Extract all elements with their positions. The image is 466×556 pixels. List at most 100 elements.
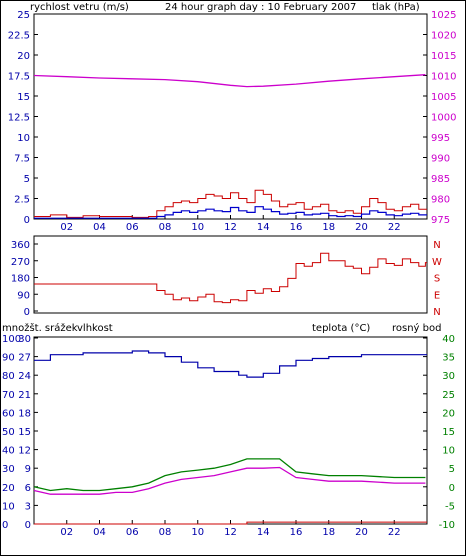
wind-y-tick-label: 22.5 [8, 31, 30, 42]
direction-y-tick-label: 270 [11, 257, 30, 268]
dewpoint-line [33, 466, 426, 495]
humidity-line [34, 350, 427, 378]
temperature-y-tick-label: 35 [442, 353, 455, 364]
humidity-y-tick-label: 90 [2, 353, 15, 364]
pressure-y-tick-label: 1000 [431, 113, 456, 124]
humidity-y-tick-label: 20 [2, 483, 15, 494]
temperature-label: teplota (°C) [312, 323, 370, 334]
compass-e-label: E [434, 290, 440, 301]
panel1-x-label: 04 [93, 222, 106, 233]
precip-y-tick-label: 15 [18, 427, 31, 438]
precip-y-tick-label: 24 [18, 371, 31, 382]
precip-y-tick-label: 0 [25, 520, 31, 531]
temperature-y-tick-label: 20 [442, 408, 455, 419]
wind-avg-line [34, 206, 427, 219]
panel1-x-label: 14 [257, 222, 270, 233]
precip-y-tick-label: 30 [18, 334, 31, 345]
precip-y-tick-label: 27 [18, 353, 31, 364]
precip-y-tick-label: 3 [25, 501, 31, 512]
humidity-y-tick-label: 70 [2, 390, 15, 401]
chart-title: 24 hour graph day : 10 February 2007 [165, 2, 356, 13]
pressure-y-tick-label: 1020 [431, 31, 456, 42]
panel3-x-label: 22 [388, 527, 401, 538]
direction-y-tick-label: 360 [11, 240, 30, 251]
temperature-y-tick-label: 0 [449, 483, 455, 494]
direction-y-tick-label: 90 [17, 290, 30, 301]
panel3-x-label: 10 [191, 527, 204, 538]
panel1-x-label: 16 [290, 222, 303, 233]
temperature-y-tick-label: 5 [449, 464, 455, 475]
compass-w-label: W [432, 257, 442, 268]
temperature-y-tick-label: 40 [442, 334, 455, 345]
wind-gust-line [34, 189, 427, 218]
temperature-line [33, 458, 426, 492]
humidity-y-tick-label: 100 [2, 334, 21, 345]
temperature-y-tick-label: 25 [442, 390, 455, 401]
precip-y-tick-label: 18 [18, 408, 31, 419]
wind-y-tick-label: 12.5 [8, 113, 30, 124]
pressure-y-tick-label: 1015 [431, 51, 456, 62]
humidity-y-tick-label: 50 [2, 427, 15, 438]
panel3-x-label: 08 [159, 527, 172, 538]
panel1-x-label: 10 [191, 222, 204, 233]
pressure-y-tick-label: 975 [431, 215, 450, 226]
pressure-y-tick-label: 985 [431, 174, 450, 185]
panel3-x-label: 02 [60, 527, 73, 538]
pressure-y-tick-label: 995 [431, 133, 450, 144]
humidity-label: vlhkost [77, 323, 113, 334]
direction-y-tick-label: 0 [24, 307, 30, 318]
precip-y-tick-label: 21 [18, 390, 31, 401]
compass-s-label: S [434, 274, 440, 285]
wind-y-tick-label: 20 [17, 51, 30, 62]
pressure-y-tick-label: 990 [431, 154, 450, 165]
panel3-x-label: 18 [322, 527, 335, 538]
precip-line [34, 521, 427, 525]
precip-y-tick-label: 12 [18, 446, 31, 457]
pressure-y-tick-label: 1005 [431, 92, 456, 103]
pressure-y-tick-label: 1010 [431, 72, 456, 83]
panel1-x-label: 18 [322, 222, 335, 233]
wind-pressure-panel [33, 13, 428, 220]
temperature-y-tick-label: -10 [439, 520, 455, 531]
wind-y-tick-label: 2.5 [14, 195, 30, 206]
humidity-y-tick-label: 30 [2, 464, 15, 475]
temperature-y-tick-label: 15 [442, 427, 455, 438]
wind-y-tick-label: 25 [17, 10, 30, 21]
direction-y-tick-label: 180 [11, 274, 30, 285]
precip-y-tick-label: 9 [25, 464, 31, 475]
panel1-x-label: 06 [126, 222, 139, 233]
humidity-temperature-panel [33, 336, 428, 525]
humidity-y-tick-label: 10 [2, 501, 15, 512]
pressure-y-tick-label: 980 [431, 195, 450, 206]
precip-label: množšt. srážek [2, 322, 78, 334]
panel1-x-label: 08 [159, 222, 172, 233]
wind-y-tick-label: 0 [24, 215, 30, 226]
precip-y-tick-label: 6 [25, 483, 31, 494]
wind-y-tick-label: 5 [24, 174, 30, 185]
panel3-x-label: 06 [126, 527, 139, 538]
wind-y-tick-label: 10 [17, 133, 30, 144]
wind-speed-label: rychlost vetru (m/s) [30, 2, 129, 13]
pressure-line [33, 74, 426, 88]
panel1-x-label: 02 [60, 222, 73, 233]
panel1-x-label: 22 [388, 222, 401, 233]
panel3-x-label: 14 [257, 527, 270, 538]
wind-y-tick-label: 7.5 [14, 154, 30, 165]
compass-n-label: N [433, 307, 440, 318]
compass-n-label: N [433, 240, 440, 251]
panel3-x-label: 16 [290, 527, 303, 538]
wind-y-tick-label: 17.5 [8, 72, 30, 83]
temperature-y-tick-label: -5 [445, 501, 455, 512]
wind-direction-panel [33, 235, 428, 314]
pressure-y-tick-label: 1025 [431, 10, 456, 21]
humidity-y-tick-label: 60 [2, 408, 15, 419]
temperature-y-tick-label: 30 [442, 371, 455, 382]
pressure-label: tlak (hPa) [372, 2, 420, 13]
panel3-x-label: 12 [224, 527, 237, 538]
panel3-x-label: 04 [93, 527, 106, 538]
humidity-y-tick-label: 80 [2, 371, 15, 382]
panel1-x-label: 12 [224, 222, 237, 233]
panel1-x-label: 20 [355, 222, 368, 233]
wind-y-tick-label: 15 [17, 92, 30, 103]
